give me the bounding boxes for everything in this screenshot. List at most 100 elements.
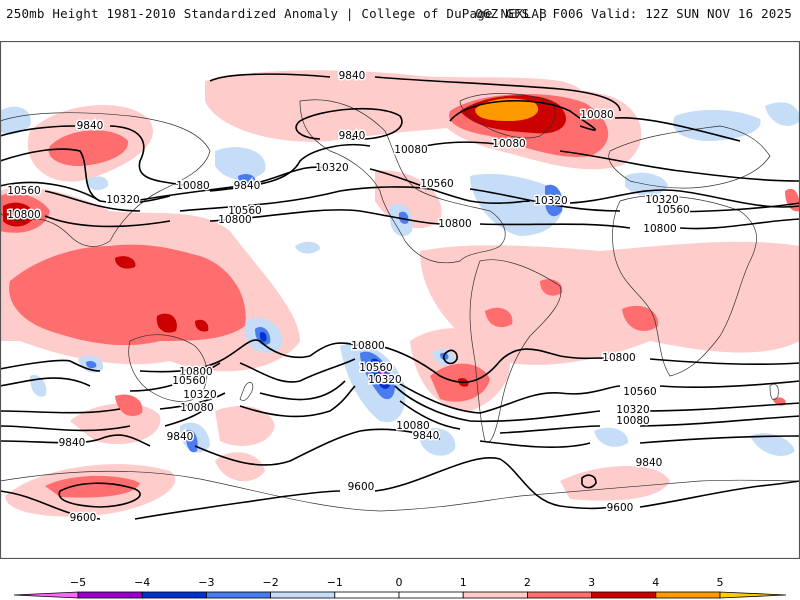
- anomaly-guiana-plus2: [540, 279, 563, 296]
- contour-label: 10320: [106, 194, 139, 206]
- contour-label: 10080: [616, 415, 649, 427]
- contour-label: 10560: [7, 185, 40, 197]
- contour-label: 10560: [420, 178, 453, 190]
- anomaly-philippines-plus3: [115, 256, 136, 269]
- anomaly-south-pacific-minus5: [380, 368, 385, 375]
- coastline-greenland: [459, 93, 556, 139]
- contour-label: 9840: [636, 457, 663, 469]
- contour-10320: [0, 166, 800, 208]
- anomaly-tasman-plus1: [215, 406, 275, 446]
- anomaly-arctic-east-minus1: [765, 102, 800, 126]
- anomaly-atlantic-tropics-plus1: [420, 241, 800, 365]
- coastline-antarctica: [0, 470, 800, 512]
- colorbar-segment: [141, 591, 207, 599]
- colorbar-tick-label: −3: [198, 576, 214, 589]
- contour-9600-south: [0, 457, 800, 520]
- anomaly-indian-south-minus1: [750, 433, 795, 456]
- contour-9840-north: [209, 73, 621, 112]
- coastline-north-america: [299, 99, 506, 264]
- colorbar-tick-label: 2: [524, 576, 531, 589]
- contour-closed-low-south-pacific: [442, 349, 458, 365]
- contour-label-group: 9840 9840 9840 9840 10080 10080 10080 10…: [6, 69, 691, 526]
- contour-label: 10800: [218, 214, 251, 226]
- coastline-europe: [608, 125, 771, 189]
- contour-10560: [44, 186, 800, 213]
- contour-label: 10320: [616, 404, 649, 416]
- contour-9840-south: [0, 428, 800, 466]
- anomaly-amazon-plus2: [485, 307, 513, 328]
- contour-label: 10800: [351, 340, 384, 352]
- contour-9840-alaska: [295, 107, 403, 141]
- contour-label: 10080: [394, 144, 427, 156]
- anomaly-nz-plus1: [215, 452, 265, 482]
- anomaly-pacific-minus1: [295, 241, 320, 254]
- anomaly-baja-minus2: [398, 211, 409, 224]
- contour-label: 10320: [645, 194, 678, 206]
- contour-10560-south: [0, 358, 800, 414]
- contour-label: 9840: [167, 431, 194, 443]
- coastline-new-zealand: [239, 382, 254, 401]
- anomaly-nw-atlantic-minus1: [470, 173, 564, 236]
- contour-label: 9840: [339, 70, 366, 82]
- colorbar-tick-label: 0: [396, 576, 403, 589]
- anomaly-scandinavia-minus1: [673, 109, 761, 141]
- colorbar-segment: [77, 591, 143, 599]
- colorbar-segment: [205, 591, 271, 599]
- height-contours: [0, 73, 800, 520]
- colorbar-extend-high: [719, 591, 787, 599]
- contour-label: 10080: [580, 109, 613, 121]
- colorbar-segment: [334, 591, 400, 599]
- contour-label: 9600: [70, 512, 97, 524]
- colorbar-segment: [462, 591, 528, 599]
- contour-10080-asia: [0, 143, 371, 204]
- colorbar: −5 −4 −3 −2 −1 0 1 2 3 4 5: [13, 576, 787, 599]
- colorbar-tick-label: −5: [70, 576, 86, 589]
- colorbar-tick-labels: −5 −4 −3 −2 −1 0 1 2 3 4 5: [70, 576, 724, 589]
- colorbar-segment: [655, 591, 721, 599]
- contour-label: 9840: [59, 437, 86, 449]
- anomaly-fill-layer: [0, 70, 800, 517]
- contour-label: 10800: [438, 218, 471, 230]
- contour-label: 10560: [656, 204, 689, 216]
- contour-label: 10080: [396, 420, 429, 432]
- contour-label: 10320: [315, 162, 348, 174]
- contour-label: 10800: [643, 223, 676, 235]
- anomaly-greenland-plus4: [475, 98, 539, 121]
- anomaly-newguinea2-plus3: [195, 319, 209, 332]
- contour-9600-antarctica-loop: [58, 482, 141, 508]
- contour-10800-south: [0, 339, 800, 383]
- contour-label: 10560: [359, 362, 392, 374]
- anomaly-map: 9840 9840 9840 9840 10080 10080 10080 10…: [0, 41, 800, 559]
- colorbar-tick-label: −2: [262, 576, 278, 589]
- contour-label: 9600: [348, 481, 375, 493]
- anomaly-tasman-minus3: [259, 332, 267, 342]
- contour-10080-hudson: [424, 141, 800, 182]
- coastline-south-america: [469, 259, 562, 443]
- colorbar-segment: [398, 591, 464, 599]
- contour-closed-south-atlantic: [581, 474, 597, 489]
- contour-label: 10080: [492, 138, 525, 150]
- contour-label: 10800: [179, 366, 212, 378]
- contour-label: 9600: [607, 502, 634, 514]
- colorbar-extend-low: [13, 591, 79, 599]
- contour-label: 10560: [623, 386, 656, 398]
- contour-label: 10080: [180, 402, 213, 414]
- contour-label: 10320: [183, 389, 216, 401]
- contour-9840-siberia: [0, 125, 191, 187]
- contour-10080-south: [0, 385, 800, 434]
- contour-label: 10800: [7, 209, 40, 221]
- contour-label: 10560: [172, 375, 205, 387]
- anomaly-south-atlantic-minus1: [594, 427, 629, 447]
- contour-label: 10320: [534, 195, 567, 207]
- colorbar-segment: [527, 591, 593, 599]
- coastline-africa: [612, 195, 757, 377]
- anomaly-tasman-south-minus2: [185, 429, 198, 453]
- contour-label: 9840: [77, 120, 104, 132]
- colorbar-tick-label: 5: [717, 576, 724, 589]
- anomaly-nw-pacific-minus1: [215, 147, 266, 181]
- colorbar-tick-label: −4: [134, 576, 150, 589]
- colorbar-segment: [591, 591, 657, 599]
- anomaly-drake-minus1: [420, 428, 456, 456]
- contour-label: 9840: [339, 130, 366, 142]
- anomaly-china-plus3: [3, 202, 35, 227]
